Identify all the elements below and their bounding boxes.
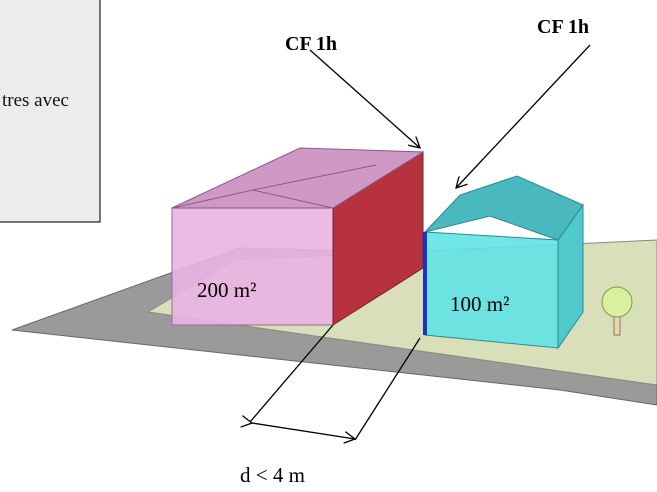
callout-box xyxy=(0,0,101,223)
arrow xyxy=(456,44,591,188)
fire-rating: CF 1h xyxy=(537,16,589,38)
area-label: 100 m² xyxy=(450,292,509,316)
dimension-line xyxy=(354,337,421,441)
roof-edge xyxy=(252,189,334,209)
dimension-line xyxy=(249,324,334,423)
tree-crown xyxy=(601,286,633,318)
callout-text: tres avec xyxy=(2,90,69,111)
fire-rating: CF 1h xyxy=(285,33,337,55)
area-label: 200 m² xyxy=(197,278,256,302)
distance-label: d < 4 m xyxy=(240,463,305,487)
roof-ridge xyxy=(252,164,377,191)
building-roof xyxy=(171,147,425,209)
arrow xyxy=(309,49,420,148)
building-roof xyxy=(423,175,584,241)
roof-edge xyxy=(171,189,254,209)
dimension-arrow xyxy=(252,423,355,439)
building-front xyxy=(171,207,334,326)
building-front xyxy=(424,231,559,349)
